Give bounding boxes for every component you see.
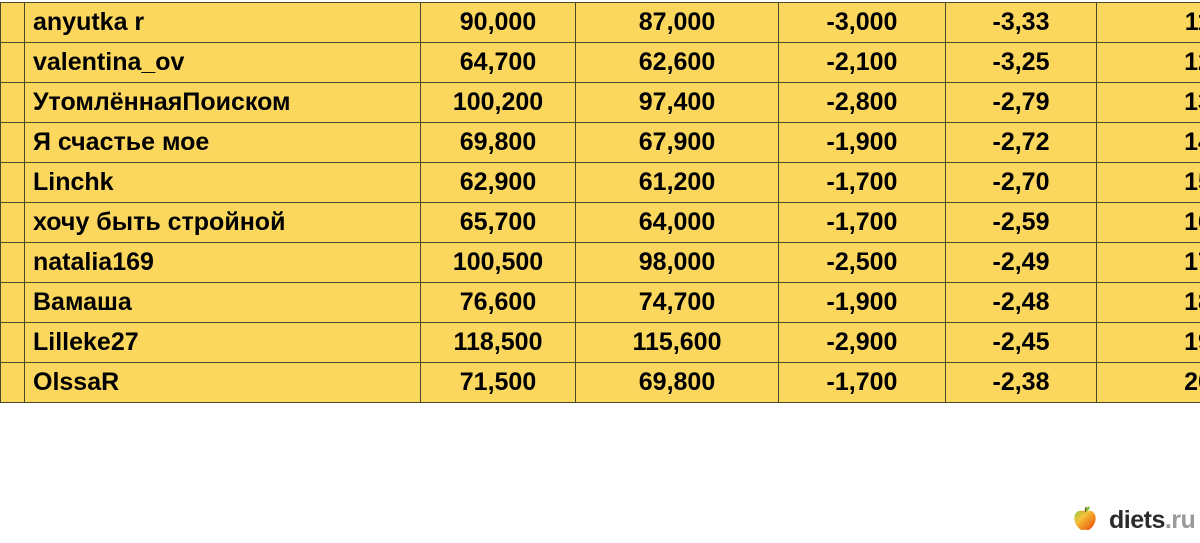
- cell-username: Linchk: [24, 162, 421, 203]
- cell-difference: -2,800: [778, 82, 946, 123]
- cell-username: Я счастье мое: [24, 122, 421, 163]
- cell-username: Lilleke27: [24, 322, 421, 363]
- cell-weight-before: 118,500: [420, 322, 576, 363]
- row-gutter: [0, 2, 25, 43]
- cell-percent: -3,33: [945, 2, 1097, 43]
- cell-weight-before: 71,500: [420, 362, 576, 403]
- cell-weight-before: 64,700: [420, 42, 576, 83]
- cell-weight-before: 65,700: [420, 202, 576, 243]
- table-row: хочу быть стройной 65,700 64,000 -1,700 -2,5…: [0, 202, 1200, 243]
- cell-difference: -2,100: [778, 42, 946, 83]
- cell-weight-before: 100,200: [420, 82, 576, 123]
- row-gutter: [0, 122, 25, 163]
- cell-difference: -1,700: [778, 162, 946, 203]
- cell-percent: -2,48: [945, 282, 1097, 323]
- cell-weight-after: 64,000: [575, 202, 779, 243]
- row-gutter: [0, 202, 25, 243]
- apple-icon: [1068, 503, 1102, 537]
- brand-tld: .ru: [1164, 505, 1196, 534]
- cell-percent: -2,72: [945, 122, 1097, 163]
- cell-weight-after: 74,700: [575, 282, 779, 323]
- cell-rank: 16: [1096, 202, 1200, 243]
- cell-weight-before: 90,000: [420, 2, 576, 43]
- cell-username: anyutka r: [24, 2, 421, 43]
- row-gutter: [0, 162, 25, 203]
- cell-difference: -1,900: [778, 122, 946, 163]
- cell-username: natalia169: [24, 242, 421, 283]
- cell-difference: -2,900: [778, 322, 946, 363]
- table-body: anyutka r90,00087,000-3,000-3,3311valent…: [0, 2, 1200, 403]
- cell-difference: -1,900: [778, 282, 946, 323]
- cell-difference: -2,500: [778, 242, 946, 283]
- cell-username: хочу быть стройной: [24, 202, 421, 243]
- cell-weight-after: 97,400: [575, 82, 779, 123]
- row-gutter: [0, 82, 25, 123]
- cell-percent: -2,38: [945, 362, 1097, 403]
- cell-weight-after: 62,600: [575, 42, 779, 83]
- cell-rank: 13: [1096, 82, 1200, 123]
- cell-weight-after: 67,900: [575, 122, 779, 163]
- cell-rank: 19: [1096, 322, 1200, 363]
- cell-percent: -3,25: [945, 42, 1097, 83]
- cell-username: УтомлённаяПоиском: [24, 82, 421, 123]
- cell-rank: 20: [1096, 362, 1200, 403]
- cell-weight-before: 76,600: [420, 282, 576, 323]
- cell-rank: 15: [1096, 162, 1200, 203]
- row-gutter: [0, 42, 25, 83]
- cell-percent: -2,59: [945, 202, 1097, 243]
- cell-percent: -2,70: [945, 162, 1097, 203]
- cell-weight-after: 69,800: [575, 362, 779, 403]
- diets-ru-watermark: diets.ru: [1068, 503, 1196, 537]
- cell-username: OlssaR: [24, 362, 421, 403]
- cell-weight-before: 69,800: [420, 122, 576, 163]
- weight-loss-ranking-table: anyutka r90,00087,000-3,000-3,3311valent…: [0, 2, 1200, 403]
- cell-rank: 18: [1096, 282, 1200, 323]
- cell-percent: -2,79: [945, 82, 1097, 123]
- cell-rank: 12: [1096, 42, 1200, 83]
- cell-difference: -1,700: [778, 362, 946, 403]
- cell-weight-before: 62,900: [420, 162, 576, 203]
- cell-weight-after: 61,200: [575, 162, 779, 203]
- brand-name: diets: [1109, 505, 1165, 534]
- cell-username: Вамаша: [24, 282, 421, 323]
- cell-weight-after: 98,000: [575, 242, 779, 283]
- cell-difference: -1,700: [778, 202, 946, 243]
- cell-weight-before: 100,500: [420, 242, 576, 283]
- cell-weight-after: 87,000: [575, 2, 779, 43]
- cell-percent: -2,45: [945, 322, 1097, 363]
- row-gutter: [0, 362, 25, 403]
- row-gutter: [0, 242, 25, 283]
- row-gutter: [0, 282, 25, 323]
- cell-rank: 14: [1096, 122, 1200, 163]
- brand-text: diets.ru: [1109, 505, 1196, 534]
- cell-rank: 17: [1096, 242, 1200, 283]
- cell-difference: -3,000: [778, 2, 946, 43]
- cell-username: valentina_ov: [24, 42, 421, 83]
- row-gutter: [0, 322, 25, 363]
- cell-percent: -2,49: [945, 242, 1097, 283]
- table-row: УтомлённаяПоиском 100,200 97,400 -2,800 -2,7…: [0, 82, 1200, 123]
- ranking-table-container: anyutka r90,00087,000-3,000-3,3311valent…: [0, 2, 1200, 403]
- cell-rank: 11: [1096, 2, 1200, 43]
- cell-weight-after: 115,600: [575, 322, 779, 363]
